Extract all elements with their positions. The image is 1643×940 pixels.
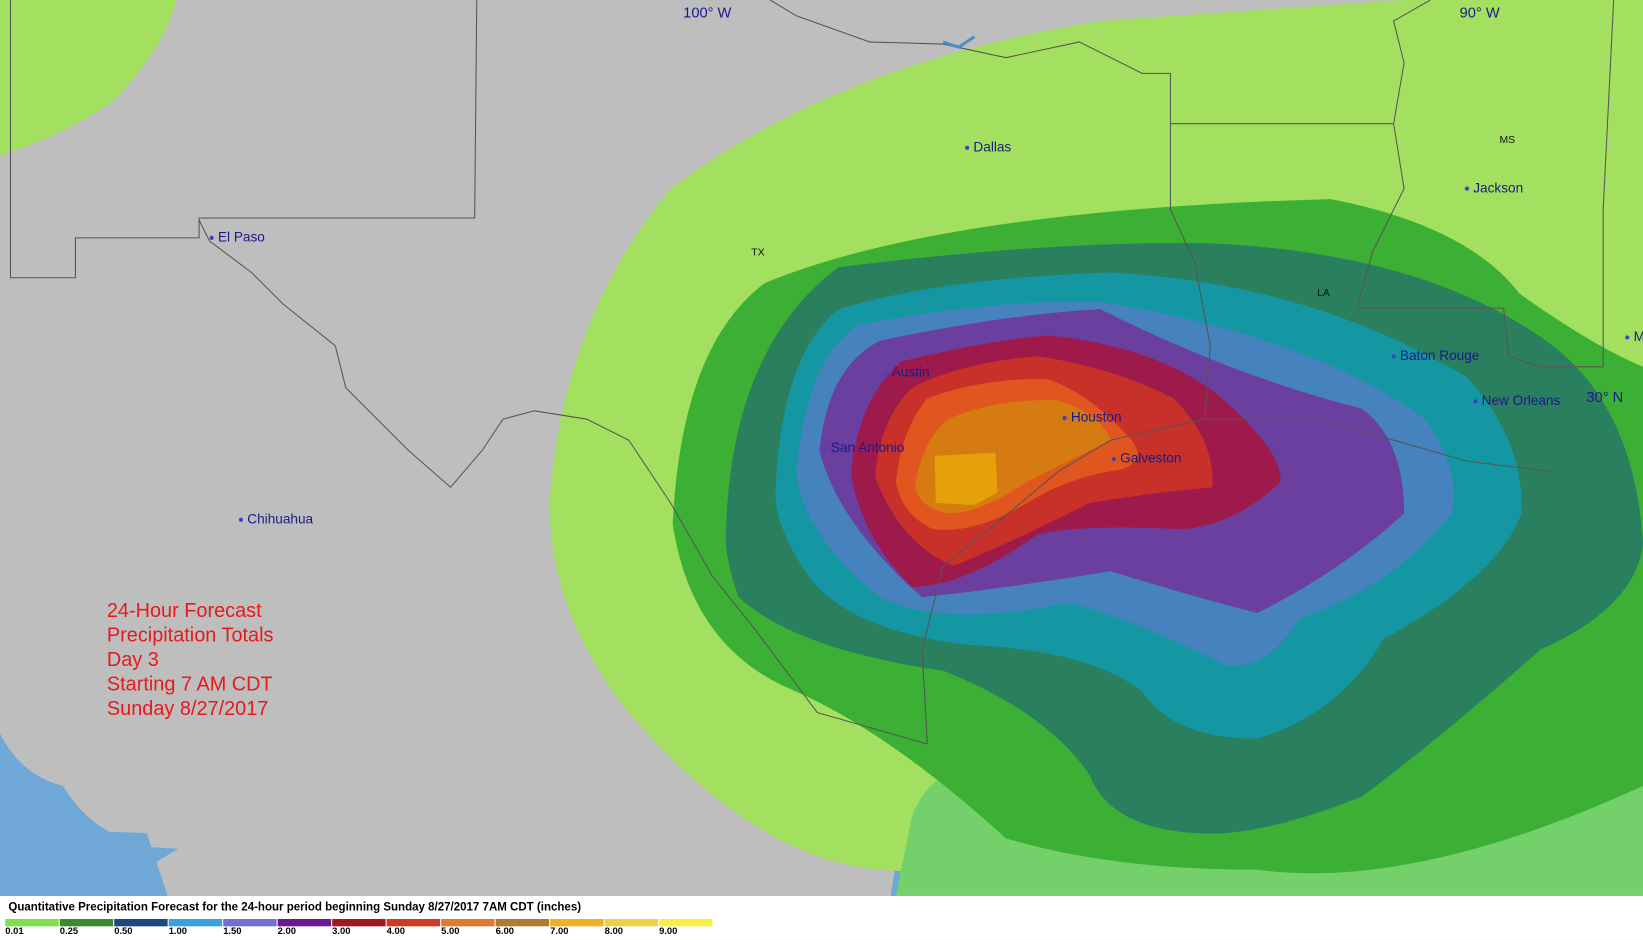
- grid-label: 100° W: [683, 6, 731, 22]
- state-label: MS: [1499, 135, 1515, 146]
- legend-label: 5.00: [441, 925, 459, 936]
- border: [1170, 0, 1615, 368]
- legend-label: 8.00: [605, 925, 623, 936]
- legend-label: 6.00: [496, 925, 514, 936]
- city-label: Dallas: [973, 139, 1011, 154]
- border: [9, 0, 478, 279]
- city-label: Baton Rouge: [1400, 348, 1479, 363]
- state-label: TX: [751, 247, 764, 258]
- legend-label: 7.00: [550, 925, 568, 936]
- legend-label: 0.01: [5, 925, 23, 936]
- legend-swatch: [277, 918, 332, 927]
- grid-label: 30° N: [1586, 390, 1623, 406]
- legend-swatch: [550, 918, 604, 927]
- lake: [942, 35, 976, 49]
- grid-label: 90° W: [1460, 6, 1500, 22]
- city-dot: [1062, 416, 1067, 421]
- city-label: Houston: [1071, 410, 1122, 425]
- city-dot: [1111, 456, 1116, 462]
- city-dot: [1464, 186, 1470, 191]
- legend-label: 0.25: [60, 925, 78, 936]
- state-label: LA: [1317, 288, 1330, 299]
- legend-swatch: [114, 918, 168, 927]
- legend-swatch: [59, 918, 114, 927]
- forecast-line: Starting 7 AM CDT: [107, 673, 273, 695]
- forecast-line: Precipitation Totals: [107, 625, 274, 647]
- forecast-line: Sunday 8/27/2017: [107, 698, 268, 720]
- city-dot: [209, 235, 214, 241]
- legend-swatch: [332, 918, 386, 927]
- legend-swatch: [5, 918, 59, 927]
- city-label: New Orleans: [1482, 393, 1561, 408]
- legend-label: 1.00: [169, 925, 187, 936]
- city-label: Galveston: [1120, 451, 1181, 466]
- legend-swatch: [386, 918, 441, 927]
- city-dot: [883, 370, 888, 376]
- city-dot: [1625, 335, 1630, 340]
- city-label: El Paso: [218, 229, 265, 244]
- legend-swatch: [495, 918, 550, 927]
- legend-swatch: [604, 918, 659, 927]
- city-label: Jackson: [1473, 180, 1523, 195]
- city-dot: [1473, 399, 1478, 404]
- forecast-text: 24-Hour Forecast Precipitation TotalsDay …: [107, 600, 274, 720]
- legend-swatch: [223, 918, 277, 927]
- city-dot: [965, 145, 970, 150]
- border: [198, 219, 928, 745]
- cities: El Paso Dallas Chihuahua Austin San Antonio H…: [209, 139, 1643, 526]
- forecast-line: 24-Hour Forecast: [107, 600, 262, 622]
- legend-title: Quantitative Precipitation Forecast for …: [8, 902, 581, 914]
- legend-swatch: [659, 918, 713, 927]
- legend-box: [0, 895, 1643, 940]
- legend-swatch: [168, 918, 223, 927]
- city-label: Austin: [892, 365, 930, 380]
- forecast-line: Day 3: [107, 649, 159, 671]
- legend-label: 2.00: [278, 925, 296, 936]
- legend-label: 0.50: [114, 925, 132, 936]
- legend-label: 4.00: [387, 925, 405, 936]
- city-dot: [1391, 354, 1396, 359]
- city-dot: [238, 517, 244, 522]
- city-label: Chihuahua: [247, 511, 313, 526]
- city-label: M: [1634, 329, 1643, 344]
- water: [0, 827, 168, 896]
- border: [769, 0, 1211, 420]
- border: [921, 418, 1551, 745]
- precip-area: [934, 452, 998, 506]
- city-dot: [822, 446, 827, 451]
- precip-area: [0, 0, 177, 156]
- legend-label: 1.50: [223, 925, 241, 936]
- city-label: San Antonio: [831, 440, 904, 455]
- legend-label: 3.00: [332, 925, 350, 936]
- legend: 0.01 0.25 0.50 1.00 1.50 2.00 3.00 4.00 5.00 6.00…: [5, 918, 713, 936]
- legend-swatch: [441, 918, 495, 927]
- legend-label: 9.00: [659, 925, 677, 936]
